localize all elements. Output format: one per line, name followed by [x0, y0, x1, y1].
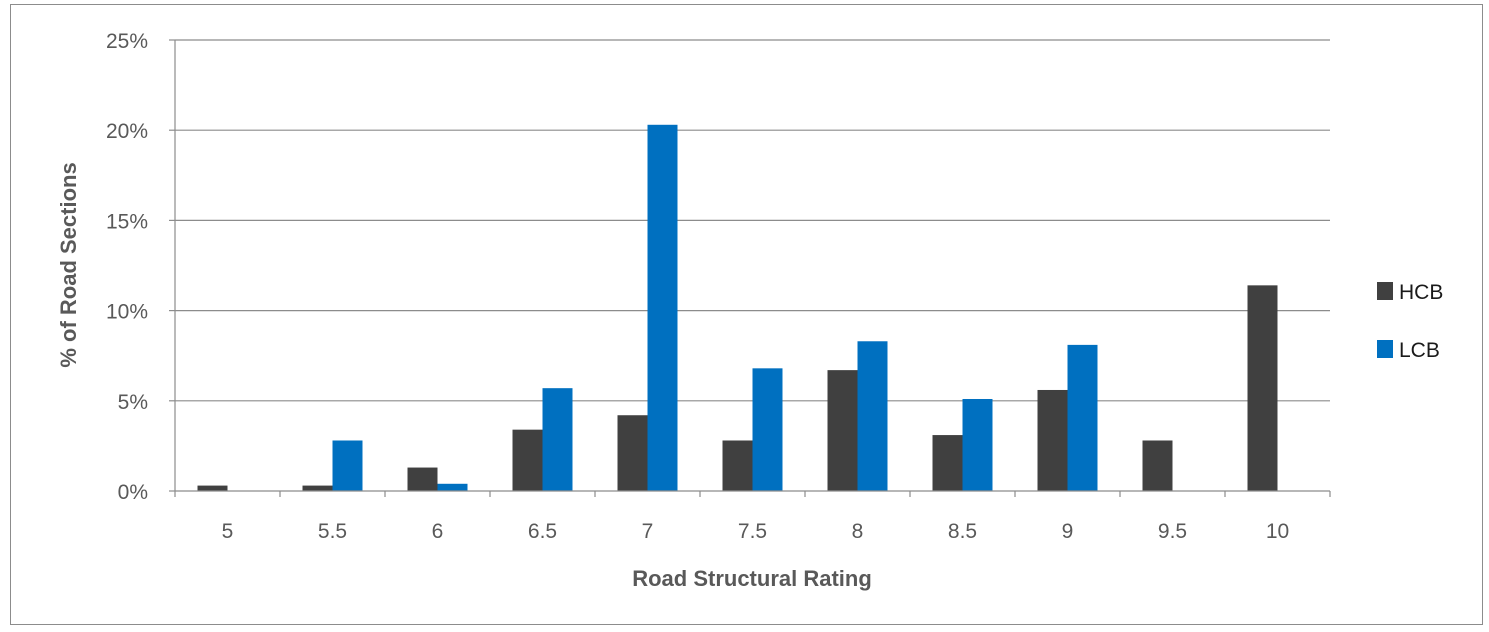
y-tick-label: 15% — [106, 210, 148, 233]
bar-lcb-9 — [1067, 344, 1098, 491]
axes — [169, 39, 1331, 497]
bar-hcb-9.5 — [1142, 440, 1173, 491]
bar-lcb-5.5 — [332, 440, 363, 491]
bar-hcb-5 — [197, 485, 228, 491]
x-tick-label: 8 — [852, 520, 864, 543]
legend-swatch-hcb — [1377, 282, 1393, 300]
bar-hcb-8 — [827, 370, 858, 491]
x-tick-label: 7.5 — [738, 520, 767, 543]
x-tick-label: 10 — [1266, 520, 1289, 543]
y-tick-label: 25% — [106, 30, 148, 53]
bar-hcb-7.5 — [722, 440, 753, 491]
bar-hcb-10 — [1247, 285, 1278, 491]
bar-lcb-7.5 — [752, 368, 783, 491]
x-tick-label: 5.5 — [318, 520, 347, 543]
bar-hcb-8.5 — [932, 435, 963, 491]
bar-hcb-9 — [1037, 389, 1068, 491]
legend-label-hcb: HCB — [1399, 281, 1443, 304]
legend-swatch-lcb — [1377, 340, 1393, 358]
x-tick-label: 9.5 — [1158, 520, 1187, 543]
x-tick-label: 7 — [642, 520, 654, 543]
y-tick-label: 10% — [106, 301, 148, 324]
bar-lcb-6 — [437, 483, 468, 491]
legend-label-lcb: LCB — [1399, 339, 1440, 362]
legend: HCB LCB — [1377, 281, 1443, 362]
x-axis-title: Road Structural Rating — [632, 566, 872, 591]
y-tick-label: 20% — [106, 120, 148, 143]
x-tick-label: 6 — [432, 520, 444, 543]
x-tick-label: 6.5 — [528, 520, 557, 543]
bar-hcb-5.5 — [302, 485, 333, 491]
x-tick-label: 9 — [1062, 520, 1074, 543]
y-axis-title: % of Road Sections — [56, 162, 81, 367]
y-tick-label: 5% — [118, 391, 148, 414]
y-tick-label: 0% — [118, 481, 148, 504]
bar-hcb-6 — [407, 467, 438, 491]
chart-frame — [10, 4, 1483, 625]
bar-lcb-8.5 — [962, 398, 993, 491]
gridlines — [175, 39, 1330, 402]
bar-hcb-7 — [617, 415, 648, 491]
x-tick-label: 5 — [222, 520, 234, 543]
bar-hcb-6.5 — [512, 429, 543, 491]
x-tick-label: 8.5 — [948, 520, 977, 543]
bar-lcb-7 — [647, 124, 678, 492]
bar-lcb-6.5 — [542, 388, 573, 491]
bar-lcb-8 — [857, 341, 888, 491]
tick-labels: 0% 5% 10% 15% 20% 25% 5 5.5 6 6.5 7 7.5 8 8.5 9 9.5 10 — [106, 30, 1289, 543]
bars — [197, 124, 1278, 492]
